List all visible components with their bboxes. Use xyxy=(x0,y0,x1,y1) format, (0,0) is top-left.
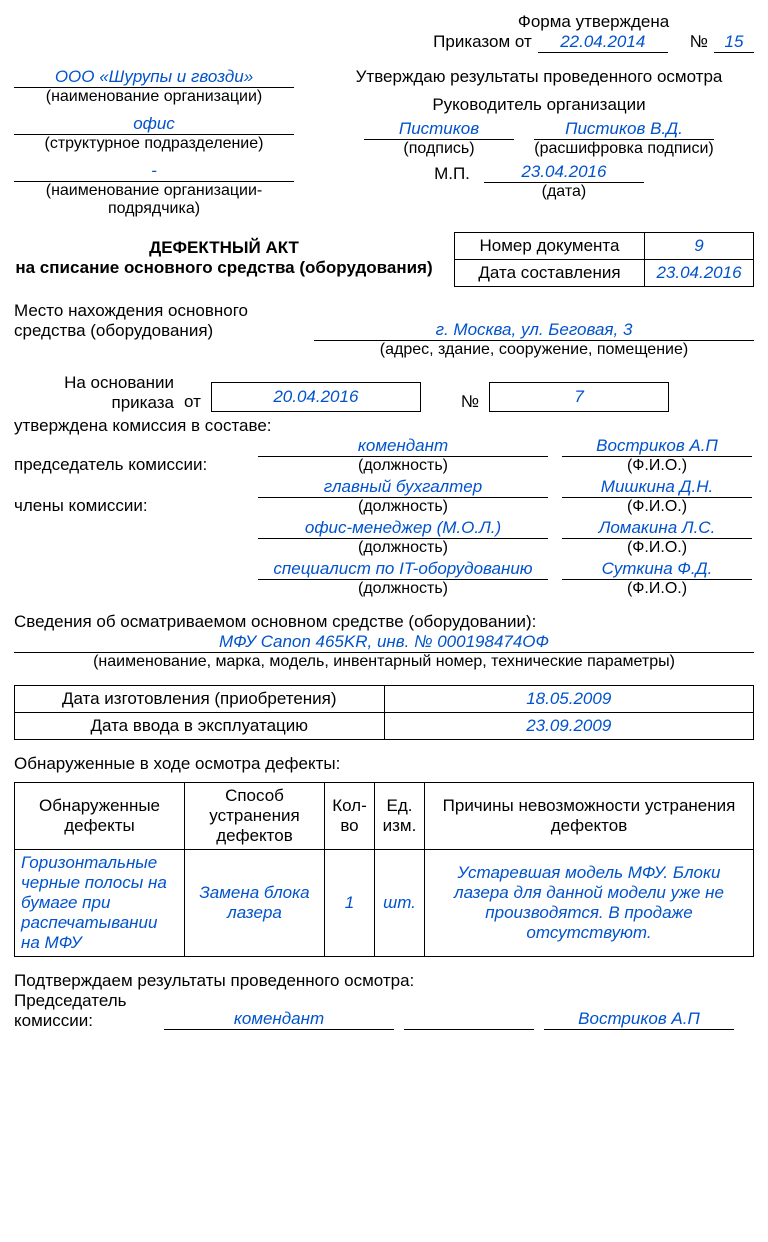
approve-title: Утверждаю результаты проведенного осмотр… xyxy=(356,67,723,87)
equip-value: МФУ Canon 465KR, инв. № 000198474ОФ xyxy=(14,632,754,653)
pos-hint: (должность) xyxy=(258,539,548,557)
date-hint: (дата) xyxy=(484,183,644,201)
defects-header-cell: Обнаруженные дефекты xyxy=(15,783,185,850)
equip-hint: (наименование, марка, модель, инвентарны… xyxy=(14,653,754,671)
chair2-fio: Востриков А.П xyxy=(544,1009,734,1030)
sign-decode-hint: (расшифровка подписи) xyxy=(534,140,714,158)
confirm-label: Подтверждаем результаты проведенного осм… xyxy=(14,971,754,991)
act-title-2: на списание основного средства (оборудов… xyxy=(14,258,434,278)
subdiv-hint: (структурное подразделение) xyxy=(14,135,294,153)
commission-fio: Суткина Ф.Д. xyxy=(562,559,752,580)
pos-hint: (должность) xyxy=(258,580,548,598)
subdiv: офис xyxy=(14,114,294,135)
mp-label: М.П. xyxy=(434,162,470,184)
sign-decode: Пистиков В.Д. xyxy=(534,119,714,140)
mfg-date-label: Дата изготовления (приобретения) xyxy=(15,686,385,713)
pos-hint: (должность) xyxy=(258,457,548,475)
contractor: - xyxy=(14,161,294,182)
basis-date: 20.04.2016 xyxy=(211,382,421,412)
doc-num: 9 xyxy=(645,233,754,260)
act-title-1: ДЕФЕКТНЫЙ АКТ xyxy=(14,238,434,258)
defect-col2: Замена блока лазера xyxy=(185,850,325,957)
commission-pos: специалист по IT-оборудованию xyxy=(258,559,548,580)
location-value: г. Москва, ул. Беговая, 3 xyxy=(314,320,754,341)
defect-col1: Горизонтальные черные полосы на бумаге п… xyxy=(15,850,185,957)
commission-row-label: члены комиссии: xyxy=(14,496,244,516)
defect-col3: 1 xyxy=(325,850,375,957)
commission-fio: Мишкина Д.Н. xyxy=(562,477,752,498)
defect-col4: шт. xyxy=(375,850,425,957)
from-word: от xyxy=(184,392,201,412)
pos-hint: (должность) xyxy=(258,498,548,516)
form-approved: Форма утверждена xyxy=(518,12,669,32)
doc-date-label: Дата составления xyxy=(455,260,645,287)
order-from-label: Приказом от xyxy=(433,32,532,52)
doc-num-label: Номер документа xyxy=(455,233,645,260)
commission-date: 23.09.2009 xyxy=(384,713,754,740)
fio-hint: (Ф.И.О.) xyxy=(562,457,752,475)
commission-fio: Востриков А.П xyxy=(562,436,752,457)
defects-header-cell: Способ устранения дефектов xyxy=(185,783,325,850)
org-name: ООО «Шурупы и гвозди» xyxy=(14,67,294,88)
commission-fio: Ломакина Л.С. xyxy=(562,518,752,539)
contractor-hint: (наименование организации-подрядчика) xyxy=(14,182,294,218)
commission-date-label: Дата ввода в эксплуатацию xyxy=(15,713,385,740)
sign-hint: (подпись) xyxy=(364,140,514,158)
commission-pos: комендант xyxy=(258,436,548,457)
fio-hint: (Ф.И.О.) xyxy=(562,580,752,598)
fio-hint: (Ф.И.О.) xyxy=(562,539,752,557)
order-date: 22.04.2014 xyxy=(538,32,668,53)
dates-table: Дата изготовления (приобретения) 18.05.2… xyxy=(14,685,754,740)
doc-info-table: Номер документа 9 Дата составления 23.04… xyxy=(454,232,754,287)
based-on: На основании приказа xyxy=(64,373,174,412)
mfg-date: 18.05.2009 xyxy=(384,686,754,713)
num-sign: № xyxy=(690,32,708,52)
commission-intro: утверждена комиссия в составе: xyxy=(14,416,754,436)
defects-found-label: Обнаруженные в ходе осмотра дефекты: xyxy=(14,754,754,774)
fio-hint: (Ф.И.О.) xyxy=(562,498,752,516)
defects-header-cell: Ед. изм. xyxy=(375,783,425,850)
order-num: 15 xyxy=(714,32,754,53)
leader-title: Руководитель организации xyxy=(432,95,645,115)
basis-num: 7 xyxy=(489,382,669,412)
defects-header-cell: Кол-во xyxy=(325,783,375,850)
chair2-pos: комендант xyxy=(164,1009,394,1030)
location-hint: (адрес, здание, сооружение, помещение) xyxy=(14,341,754,359)
equip-intro: Сведения об осматриваемом основном средс… xyxy=(14,612,754,632)
num-sign-2: № xyxy=(461,392,479,412)
defects-table: Обнаруженные дефектыСпособ устранения де… xyxy=(14,782,754,957)
commission-pos: офис-менеджер (М.О.Л.) xyxy=(258,518,548,539)
chair2-label: Председатель комиссии: xyxy=(14,991,154,1030)
defects-header-cell: Причины невозможности устранения дефекто… xyxy=(425,783,754,850)
commission-pos: главный бухгалтер xyxy=(258,477,548,498)
sign-value: Пистиков xyxy=(364,119,514,140)
commission-row-label: председатель комиссии: xyxy=(14,455,244,475)
defect-col5: Устаревшая модель МФУ. Блоки лазера для … xyxy=(425,850,754,957)
approve-date: 23.04.2016 xyxy=(484,162,644,183)
org-name-hint: (наименование организации) xyxy=(14,88,294,106)
doc-date: 23.04.2016 xyxy=(645,260,754,287)
location-label: Место нахождения основного средства (обо… xyxy=(14,301,304,341)
